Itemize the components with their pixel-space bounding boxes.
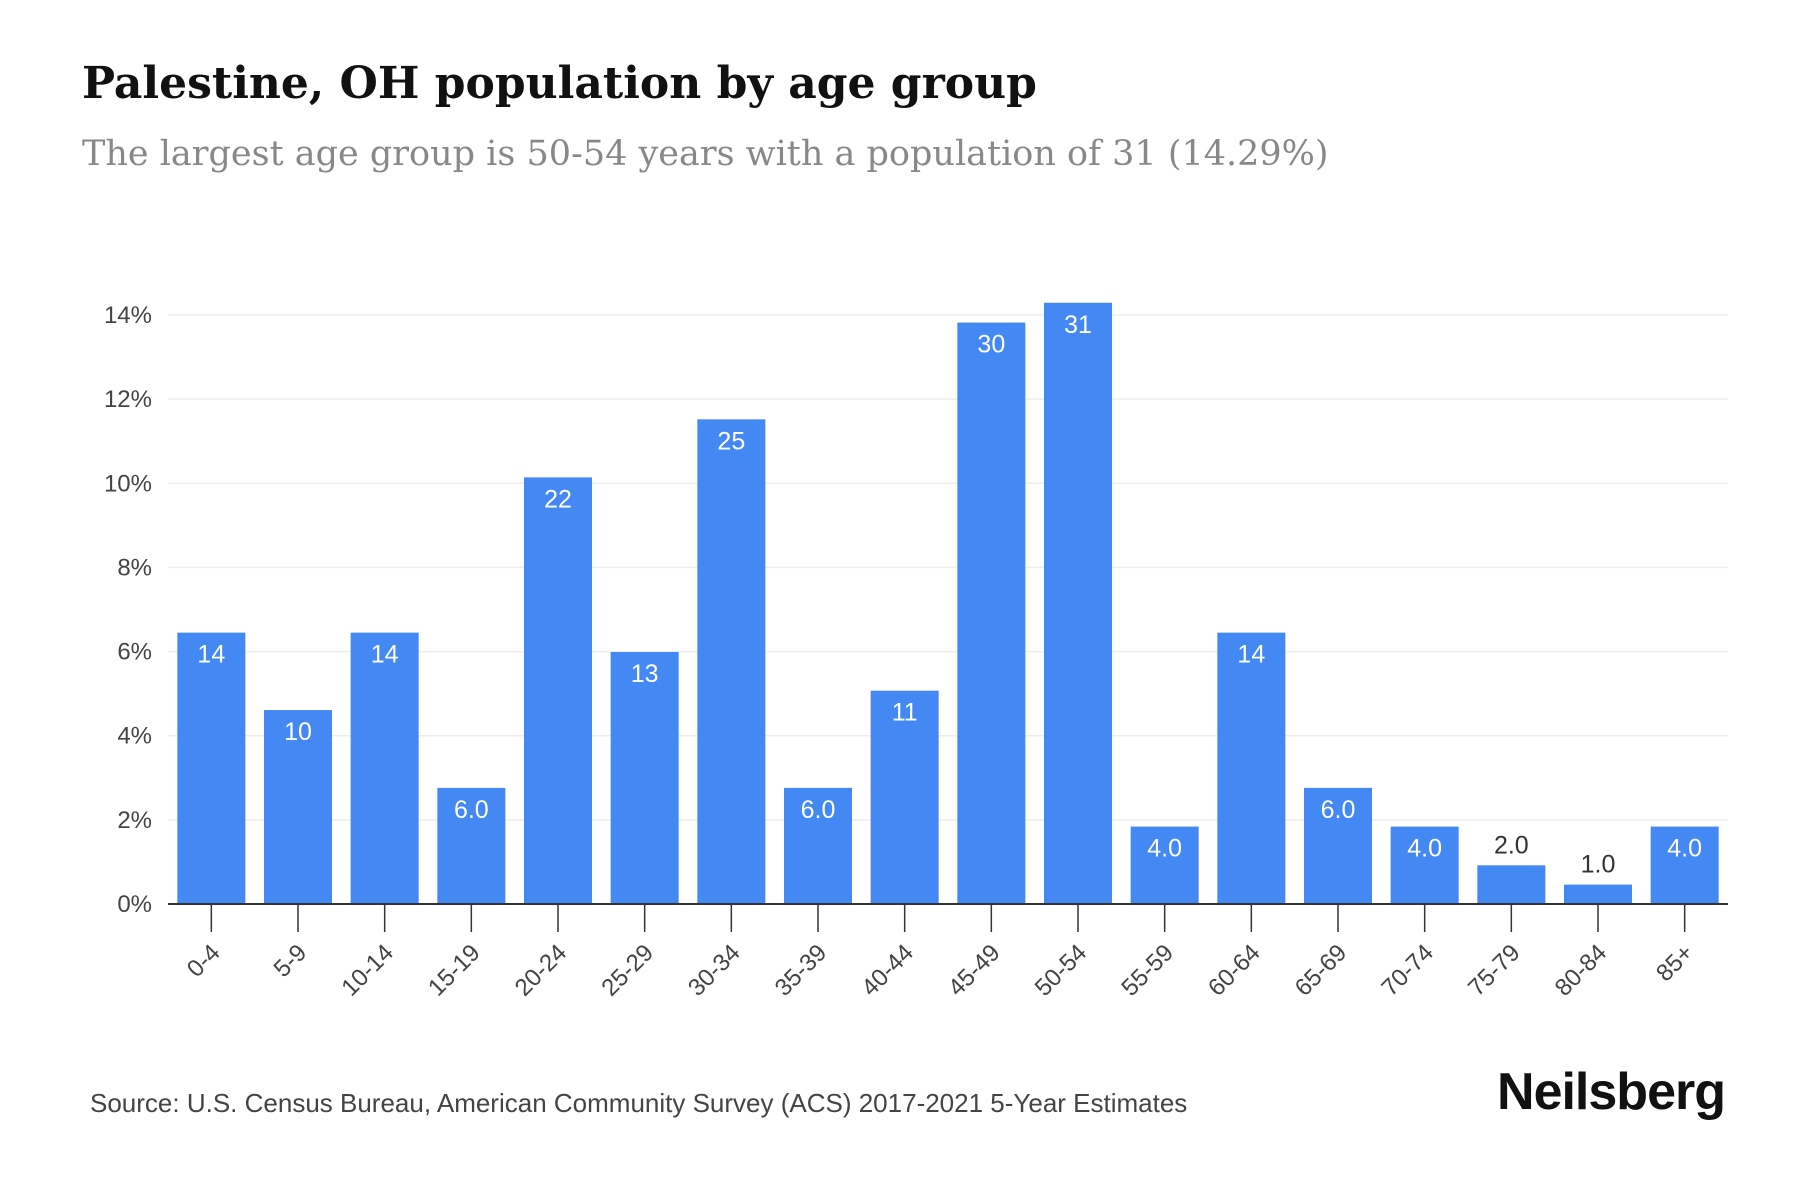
x-tick-label: 30-34 <box>683 939 746 1002</box>
data-label: 14 <box>197 641 225 669</box>
y-tick-label: 8% <box>117 554 152 581</box>
bar <box>1130 826 1199 904</box>
data-label: 4.0 <box>1147 835 1182 863</box>
x-tick-label: 60-64 <box>1203 939 1266 1002</box>
data-label: 6.0 <box>801 796 836 824</box>
x-tick-label: 55-59 <box>1116 939 1179 1002</box>
bar <box>177 632 246 904</box>
data-label: 6.0 <box>1321 796 1356 824</box>
y-tick-label: 12% <box>104 386 152 413</box>
bar <box>610 651 679 904</box>
bar <box>784 787 852 904</box>
bar <box>1650 826 1719 904</box>
bar <box>524 477 592 904</box>
data-labels: 14 10 14 6.0 22 13 25 6.0 11 30 31 4.0 14 6.0 4.0 2.0 1.… <box>197 311 1702 879</box>
y-tick-label: 10% <box>104 470 152 497</box>
bar <box>1217 632 1286 904</box>
chart-subtitle: The largest age group is 50-54 years wit… <box>82 134 1329 174</box>
y-tick-label: 4% <box>117 723 152 750</box>
bar <box>1304 787 1372 904</box>
x-tick-label: 40-44 <box>856 939 919 1002</box>
y-tick-label: 2% <box>117 807 152 834</box>
bar <box>1390 826 1459 904</box>
bar <box>957 322 1026 904</box>
data-label: 1.0 <box>1581 851 1616 879</box>
bar <box>350 632 419 904</box>
data-label: 10 <box>284 718 312 746</box>
bar <box>697 419 766 904</box>
bar <box>1044 302 1112 904</box>
data-label: 31 <box>1064 311 1092 339</box>
x-tick-label: 85+ <box>1651 939 1699 987</box>
chart-title: Palestine, OH population by age group <box>82 58 1037 109</box>
data-label: 22 <box>544 485 572 513</box>
brand-logo: Neilsberg <box>1497 1063 1726 1121</box>
x-tick-label: 75-79 <box>1463 939 1526 1002</box>
data-label: 2.0 <box>1494 831 1529 859</box>
x-tick-label: 5-9 <box>269 939 313 983</box>
x-tick-label: 25-29 <box>596 939 659 1002</box>
data-label: 4.0 <box>1407 835 1442 863</box>
data-label: 13 <box>631 660 659 688</box>
data-label: 14 <box>1237 641 1265 669</box>
source-note: Source: U.S. Census Bureau, American Com… <box>90 1088 1188 1118</box>
bars <box>177 302 1719 904</box>
x-tick-label: 70-74 <box>1376 939 1439 1002</box>
y-tick-label: 6% <box>117 639 152 666</box>
x-tick-label: 65-69 <box>1290 939 1353 1002</box>
x-tick-label: 45-49 <box>943 939 1006 1002</box>
data-label: 11 <box>892 699 918 727</box>
data-label: 30 <box>977 331 1005 359</box>
x-tick-label: 80-84 <box>1550 939 1613 1002</box>
x-tick-label: 0-4 <box>182 939 226 983</box>
gridlines <box>168 314 1728 821</box>
y-axis-ticks: 0% 2% 4% 6% 8% 10% 12% 14% <box>104 302 152 918</box>
bar <box>1477 865 1546 904</box>
x-axis: 0-4 5-9 10-14 15-19 20-24 25-29 30-34 35-39 40-4… <box>168 903 1728 1002</box>
bar <box>870 690 939 904</box>
data-label: 4.0 <box>1667 835 1702 863</box>
bar <box>264 710 332 904</box>
y-tick-label: 14% <box>104 302 152 329</box>
x-tick-label: 20-24 <box>510 939 573 1002</box>
x-tick-label: 50-54 <box>1030 939 1093 1002</box>
data-label: 25 <box>717 427 745 455</box>
data-label: 14 <box>371 641 399 669</box>
y-tick-label: 0% <box>117 891 152 918</box>
x-tick-label: 15-19 <box>423 939 486 1002</box>
data-label: 6.0 <box>454 796 489 824</box>
bar <box>1564 884 1632 904</box>
bar <box>437 787 506 904</box>
x-tick-label: 10-14 <box>336 939 399 1002</box>
x-tick-label: 35-39 <box>770 939 833 1002</box>
